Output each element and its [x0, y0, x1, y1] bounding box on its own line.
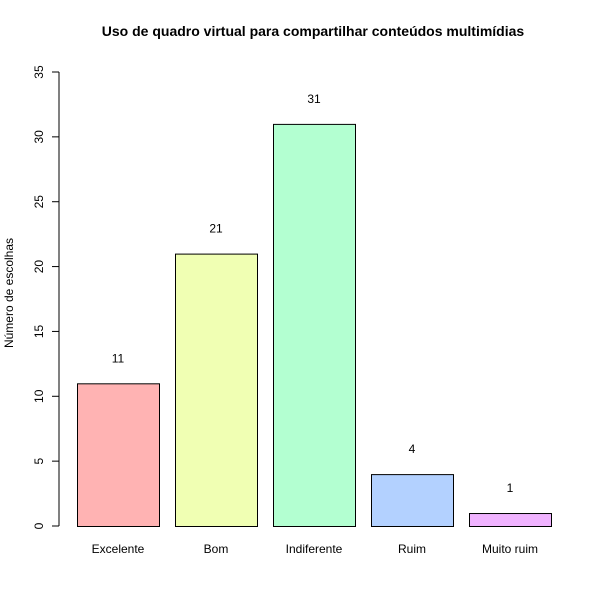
data-label: 21	[209, 222, 223, 236]
y-tick-label: 20	[32, 260, 46, 274]
y-tick-label: 5	[32, 457, 46, 464]
chart-title: Uso de quadro virtual para compartilhar …	[102, 23, 525, 39]
bar-indiferente	[273, 123, 356, 527]
bar-bom	[175, 253, 258, 527]
y-tick-label: 15	[32, 324, 46, 338]
y-tick-label: 0	[32, 522, 46, 529]
bars-group	[77, 123, 552, 528]
x-tick-label: Excelente	[92, 542, 145, 556]
bar-ruim	[371, 474, 454, 528]
y-axis: 0 5 10 15 20 25 30 35	[32, 65, 60, 529]
x-axis-tick-labels: Excelente Bom Indiferente Ruim Muito ruim	[92, 542, 538, 556]
data-label: 1	[507, 481, 514, 495]
data-label: 31	[307, 92, 321, 106]
data-label: 11	[112, 351, 125, 365]
data-label: 4	[409, 442, 416, 456]
y-tick-label: 35	[32, 65, 46, 79]
y-tick-label: 25	[32, 195, 46, 209]
bar-muito-ruim	[469, 513, 552, 527]
x-tick-label: Ruim	[398, 542, 426, 556]
x-tick-label: Muito ruim	[482, 542, 538, 556]
y-tick-label: 30	[32, 130, 46, 144]
y-axis-label: Número de escolhas	[2, 238, 16, 348]
x-tick-label: Bom	[204, 542, 229, 556]
x-tick-label: Indiferente	[286, 542, 343, 556]
bar-excelente	[77, 383, 160, 528]
y-tick-label: 10	[32, 389, 46, 403]
